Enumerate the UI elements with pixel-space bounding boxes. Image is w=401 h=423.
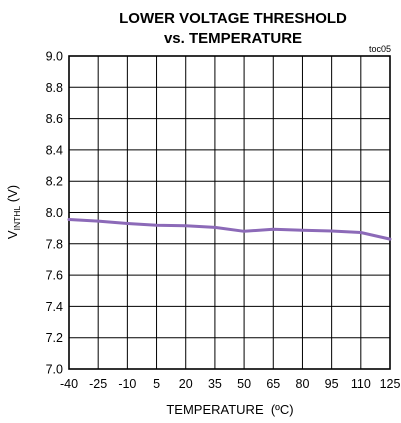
- y-tick-label: 7.8: [46, 237, 63, 251]
- y-tick-label: 7.0: [46, 363, 63, 377]
- x-tick-labels: -40 -25 -10 5 20 35 50 65 80 95 110 125: [60, 377, 401, 391]
- x-tick-label: 65: [266, 377, 280, 391]
- y-tick-label: 7.6: [46, 269, 63, 283]
- chart-title-line1: LOWER VOLTAGE THRESHOLD: [119, 10, 347, 27]
- y-tick-label: 7.4: [46, 300, 63, 314]
- y-tick-label: 7.2: [46, 331, 63, 345]
- y-tick-label: 8.8: [46, 81, 63, 95]
- x-tick-label: 125: [380, 377, 401, 391]
- y-axis-label-unit: (V): [5, 185, 20, 206]
- x-tick-label: 35: [208, 377, 222, 391]
- x-tick-label: -40: [60, 377, 78, 391]
- y-tick-label: 8.2: [46, 175, 63, 189]
- x-tick-label: 50: [237, 377, 251, 391]
- plot-frame: [68, 55, 391, 370]
- x-tick-label: 5: [153, 377, 160, 391]
- figure-tag: toc05: [369, 44, 391, 54]
- x-tick-label: -25: [89, 377, 107, 391]
- x-axis-label: TEMPERATURE (ºC): [166, 402, 293, 417]
- grid: [68, 55, 391, 370]
- y-tick-labels: 7.0 7.2 7.4 7.6 7.8 8.0 8.2 8.4 8.6 8.8 9.0: [46, 50, 63, 377]
- x-tick-label: -10: [118, 377, 136, 391]
- y-tick-label: 8.6: [46, 112, 63, 126]
- x-tick-label: 80: [296, 377, 310, 391]
- chart-title-line2: vs. TEMPERATURE: [164, 30, 302, 47]
- y-axis-label-subscript: INTHL: [12, 206, 22, 231]
- y-tick-label: 8.0: [46, 206, 63, 220]
- series-line: [67, 218, 392, 241]
- x-tick-label: 95: [325, 377, 339, 391]
- x-tick-label: 110: [351, 377, 371, 391]
- y-tick-label: 9.0: [46, 50, 63, 64]
- x-tick-label: 20: [179, 377, 193, 391]
- y-axis-label: VINTHL (V): [5, 185, 22, 239]
- y-tick-label: 8.4: [46, 143, 63, 157]
- y-axis-label-main: V: [5, 230, 20, 239]
